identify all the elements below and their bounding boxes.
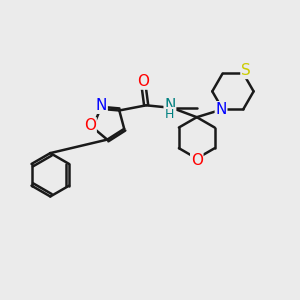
Text: S: S: [241, 63, 251, 78]
Text: N: N: [215, 102, 227, 117]
Text: N: N: [96, 98, 107, 113]
Text: O: O: [84, 118, 96, 133]
Text: N: N: [164, 98, 176, 113]
Text: H: H: [165, 108, 175, 121]
Text: O: O: [191, 153, 203, 168]
Text: O: O: [138, 74, 150, 89]
